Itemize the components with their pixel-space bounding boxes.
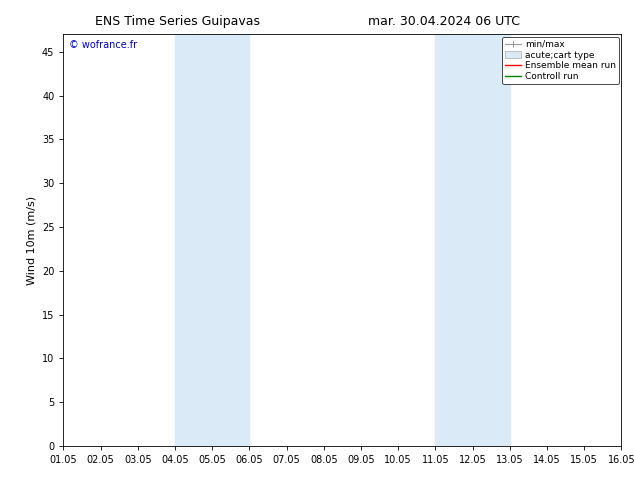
Text: © wofrance.fr: © wofrance.fr [69, 41, 137, 50]
Y-axis label: Wind 10m (m/s): Wind 10m (m/s) [27, 196, 36, 285]
Bar [436, 34, 510, 446]
Bar [175, 34, 249, 446]
Text: ENS Time Series Guipavas: ENS Time Series Guipavas [95, 15, 260, 28]
Legend: min/max, acute;cart type, Ensemble mean run, Controll run: min/max, acute;cart type, Ensemble mean … [502, 37, 619, 84]
Text: mar. 30.04.2024 06 UTC: mar. 30.04.2024 06 UTC [368, 15, 520, 28]
